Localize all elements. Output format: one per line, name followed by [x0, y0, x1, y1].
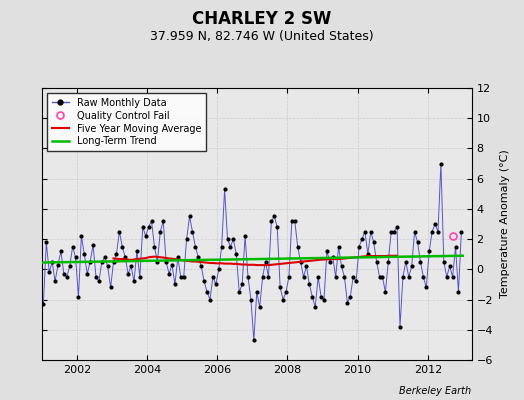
Legend: Raw Monthly Data, Quality Control Fail, Five Year Moving Average, Long-Term Tren: Raw Monthly Data, Quality Control Fail, … — [47, 93, 206, 151]
Text: Berkeley Earth: Berkeley Earth — [399, 386, 472, 396]
Y-axis label: Temperature Anomaly (°C): Temperature Anomaly (°C) — [500, 150, 510, 298]
Text: 37.959 N, 82.746 W (United States): 37.959 N, 82.746 W (United States) — [150, 30, 374, 43]
Text: CHARLEY 2 SW: CHARLEY 2 SW — [192, 10, 332, 28]
